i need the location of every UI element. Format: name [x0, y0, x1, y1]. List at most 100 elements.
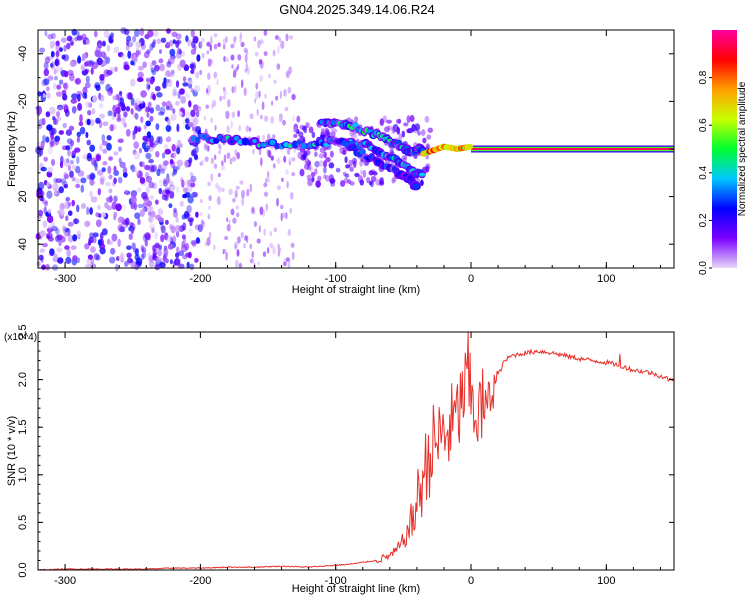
snr-xtick-label: 100: [597, 575, 615, 587]
spectrogram-diffuse-cell: [425, 165, 430, 173]
spectrogram-sparse-cell: [283, 261, 287, 267]
spectrogram-noise-cell: [46, 124, 53, 131]
spectrogram-sparse-cell: [230, 208, 235, 216]
spectrogram-noise-cell: [141, 250, 147, 259]
spectrogram-noise-cell: [135, 41, 142, 48]
spectrogram-noise-cell: [62, 82, 68, 89]
spectrogram-noise-cell: [91, 108, 96, 115]
spectrogram-sparse-cell: [219, 95, 222, 102]
spectrogram-noise-cell: [94, 49, 100, 57]
spectrogram-noise-cell: [125, 45, 130, 51]
spectrogram-noise-cell: [185, 35, 189, 43]
spectrogram-noise-cell: [145, 77, 150, 83]
spectrogram-sparse-cell: [230, 43, 235, 49]
spectrogram-noise-cell: [159, 106, 166, 115]
spectrogram-sparse-cell: [232, 217, 237, 224]
snr-series-line: [38, 332, 674, 570]
spectrogram-noise-cell: [54, 187, 58, 196]
spectrogram-noise-cell: [196, 54, 201, 62]
spectrogram-sparse-cell: [276, 185, 281, 191]
snr-xtick-label: 0: [468, 575, 474, 587]
spectrogram-diffuse-cell: [397, 118, 402, 124]
spectrogram-noise-cell: [163, 248, 169, 257]
spectrogram-diffuse-cell: [309, 165, 313, 173]
spectrogram-diffuse-cell: [314, 168, 318, 175]
spectrogram-noise-cell: [146, 131, 152, 139]
spectrogram-noise-cell: [68, 201, 72, 208]
spectrogram-sparse-cell: [280, 212, 283, 222]
spectrogram-noise-cell: [138, 103, 145, 109]
spectrogram-sparse-cell: [209, 44, 212, 52]
spectrogram-noise-cell: [96, 40, 103, 49]
spectrogram-noise-cell: [179, 143, 183, 148]
spectrogram-noise-cell: [194, 224, 200, 230]
spectrogram-noise-cell: [65, 215, 69, 222]
spectrogram-noise-cell: [181, 241, 186, 248]
spectrogram-noise-cell: [115, 107, 121, 114]
spectrogram-xtick-label: 100: [597, 273, 615, 285]
spectrogram-noise-cell: [80, 203, 87, 209]
spectrogram-noise-cell: [54, 59, 59, 66]
spectrogram-noise-cell: [154, 85, 161, 92]
snr-ytick-label: 0.0: [17, 562, 29, 577]
spectrogram-noise-cell: [145, 152, 152, 160]
spectrogram-sparse-cell: [259, 39, 264, 45]
spectrogram-noise-cell: [165, 219, 169, 225]
spectrogram-diffuse-cell: [310, 171, 316, 178]
spectrogram-noise-cell: [101, 228, 108, 236]
spectrogram-noise-cell: [131, 164, 136, 173]
spectrogram-noise-cell: [164, 148, 172, 155]
spectrogram-ylabel: Frequency (Hz): [6, 111, 18, 187]
spectrogram-diffuse-cell: [414, 123, 421, 131]
spectrogram-sparse-cell: [213, 163, 218, 169]
spectrogram-sparse-cell: [243, 47, 248, 54]
snr-ytick-label: 0.5: [17, 515, 29, 530]
spectrogram-noise-cell: [64, 109, 70, 117]
spectrogram-diffuse-cell: [359, 179, 364, 186]
spectrogram-noise-cell: [45, 55, 50, 63]
spectrogram-diffuse-cell: [369, 180, 374, 188]
spectrogram-noise-cell: [79, 126, 86, 135]
spectrogram-noise-cell: [126, 252, 132, 259]
spectrogram-noise-cell: [95, 212, 100, 218]
spectrogram-noise-cell: [190, 175, 197, 183]
spectrogram-diffuse-cell: [326, 132, 330, 137]
spectrogram-noise-cell: [149, 141, 154, 148]
spectrogram-sparse-cell: [272, 246, 276, 255]
spectrogram-diffuse-cell: [384, 126, 390, 133]
spectrogram-noise-cell: [117, 216, 124, 224]
spectrogram-noise-cell: [182, 222, 187, 231]
spectrogram-noise-cell: [163, 77, 167, 83]
spectrogram-noise-cell: [142, 233, 148, 242]
spectrogram-diffuse-cell: [319, 147, 326, 154]
spectrogram-sparse-cell: [228, 188, 233, 195]
spectrogram-noise-cell: [121, 117, 126, 125]
spectrogram-sparse-cell: [268, 150, 272, 159]
spectrogram-sparse-cell: [258, 225, 261, 233]
spectrogram-sparse-cell: [273, 227, 277, 233]
spectrogram-noise-cell: [91, 173, 96, 180]
spectrogram-noise-cell: [192, 191, 199, 198]
spectrogram-sparse-cell: [291, 251, 295, 260]
spectrogram-noise-cell: [84, 220, 90, 228]
spectrogram-diffuse-cell: [389, 148, 394, 154]
spectrogram-noise-cell: [76, 136, 80, 143]
spectrogram-noise-cell: [44, 200, 48, 207]
spectrogram-noise-cell: [113, 165, 117, 173]
spectrogram-noise-cell: [117, 238, 121, 247]
spectrogram-diffuse-cell: [325, 175, 330, 182]
spectrogram-sparse-cell: [236, 152, 240, 160]
spectrogram-noise-cell: [193, 37, 199, 44]
spectrogram-sparse-cell: [240, 231, 244, 239]
spectrogram-noise-cell: [192, 122, 196, 128]
spectrogram-noise-cell: [182, 82, 189, 87]
spectrogram-noise-cell: [76, 35, 83, 41]
spectrogram-sparse-cell: [233, 36, 237, 42]
spectrogram-noise-cell: [155, 199, 159, 205]
spectrogram-noise-cell: [182, 193, 188, 199]
spectrogram-sparse-cell: [257, 39, 261, 49]
spectrogram-noise-cell: [122, 172, 128, 178]
snr-x-ticks: -300 -200 -100 0 100: [37, 332, 661, 587]
spectrogram-noise-cell: [156, 136, 161, 144]
spectrogram-sparse-cell: [201, 52, 205, 59]
